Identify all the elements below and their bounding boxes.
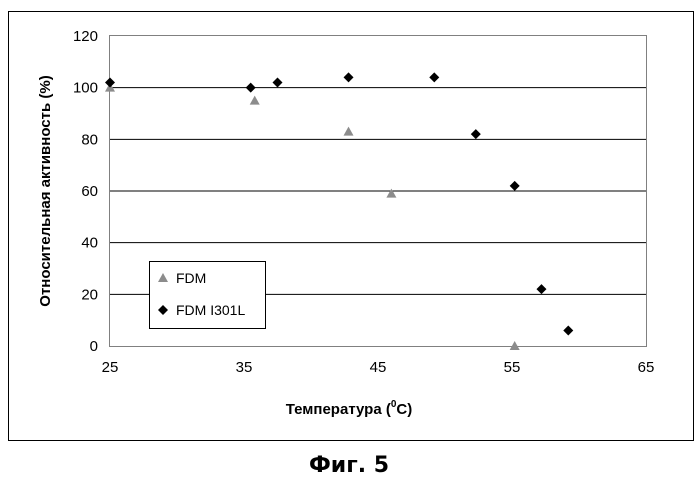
- y-tick-label: 20: [81, 286, 98, 303]
- y-axis-title: Относительная активность (%): [37, 75, 54, 306]
- diamond-point: [536, 284, 546, 294]
- triangle-point: [386, 189, 396, 198]
- diamond-point: [105, 78, 115, 88]
- y-tick-label: 100: [73, 80, 98, 97]
- diamond-point: [429, 72, 439, 82]
- diamond-point: [273, 78, 283, 88]
- legend-box: [150, 262, 266, 329]
- legend-label: FDM I301L: [176, 302, 245, 318]
- x-tick-label: 65: [638, 359, 655, 376]
- triangle-point: [250, 96, 260, 105]
- x-tick-label: 35: [236, 359, 253, 376]
- x-tick-label: 45: [370, 359, 387, 376]
- y-tick-label: 60: [81, 183, 98, 200]
- triangle-point: [344, 127, 354, 136]
- diamond-point: [471, 129, 481, 139]
- y-tick-label: 40: [81, 235, 98, 252]
- diamond-point: [510, 181, 520, 191]
- legend: FDM FDM I301L: [150, 262, 266, 329]
- triangle-point: [510, 341, 520, 350]
- x-tick-label: 55: [504, 359, 521, 376]
- legend-label: FDM: [176, 270, 206, 286]
- diamond-point: [563, 326, 573, 336]
- x-tick-label: 25: [102, 359, 119, 376]
- x-axis-title: Температура (0C): [286, 399, 413, 418]
- diamond-point: [344, 72, 354, 82]
- y-tick-label: 0: [90, 338, 98, 355]
- y-tick-label: 80: [81, 131, 98, 148]
- y-tick-label: 120: [73, 28, 98, 45]
- diamond-point: [246, 83, 256, 93]
- figure-caption: Фиг. 5: [309, 453, 389, 478]
